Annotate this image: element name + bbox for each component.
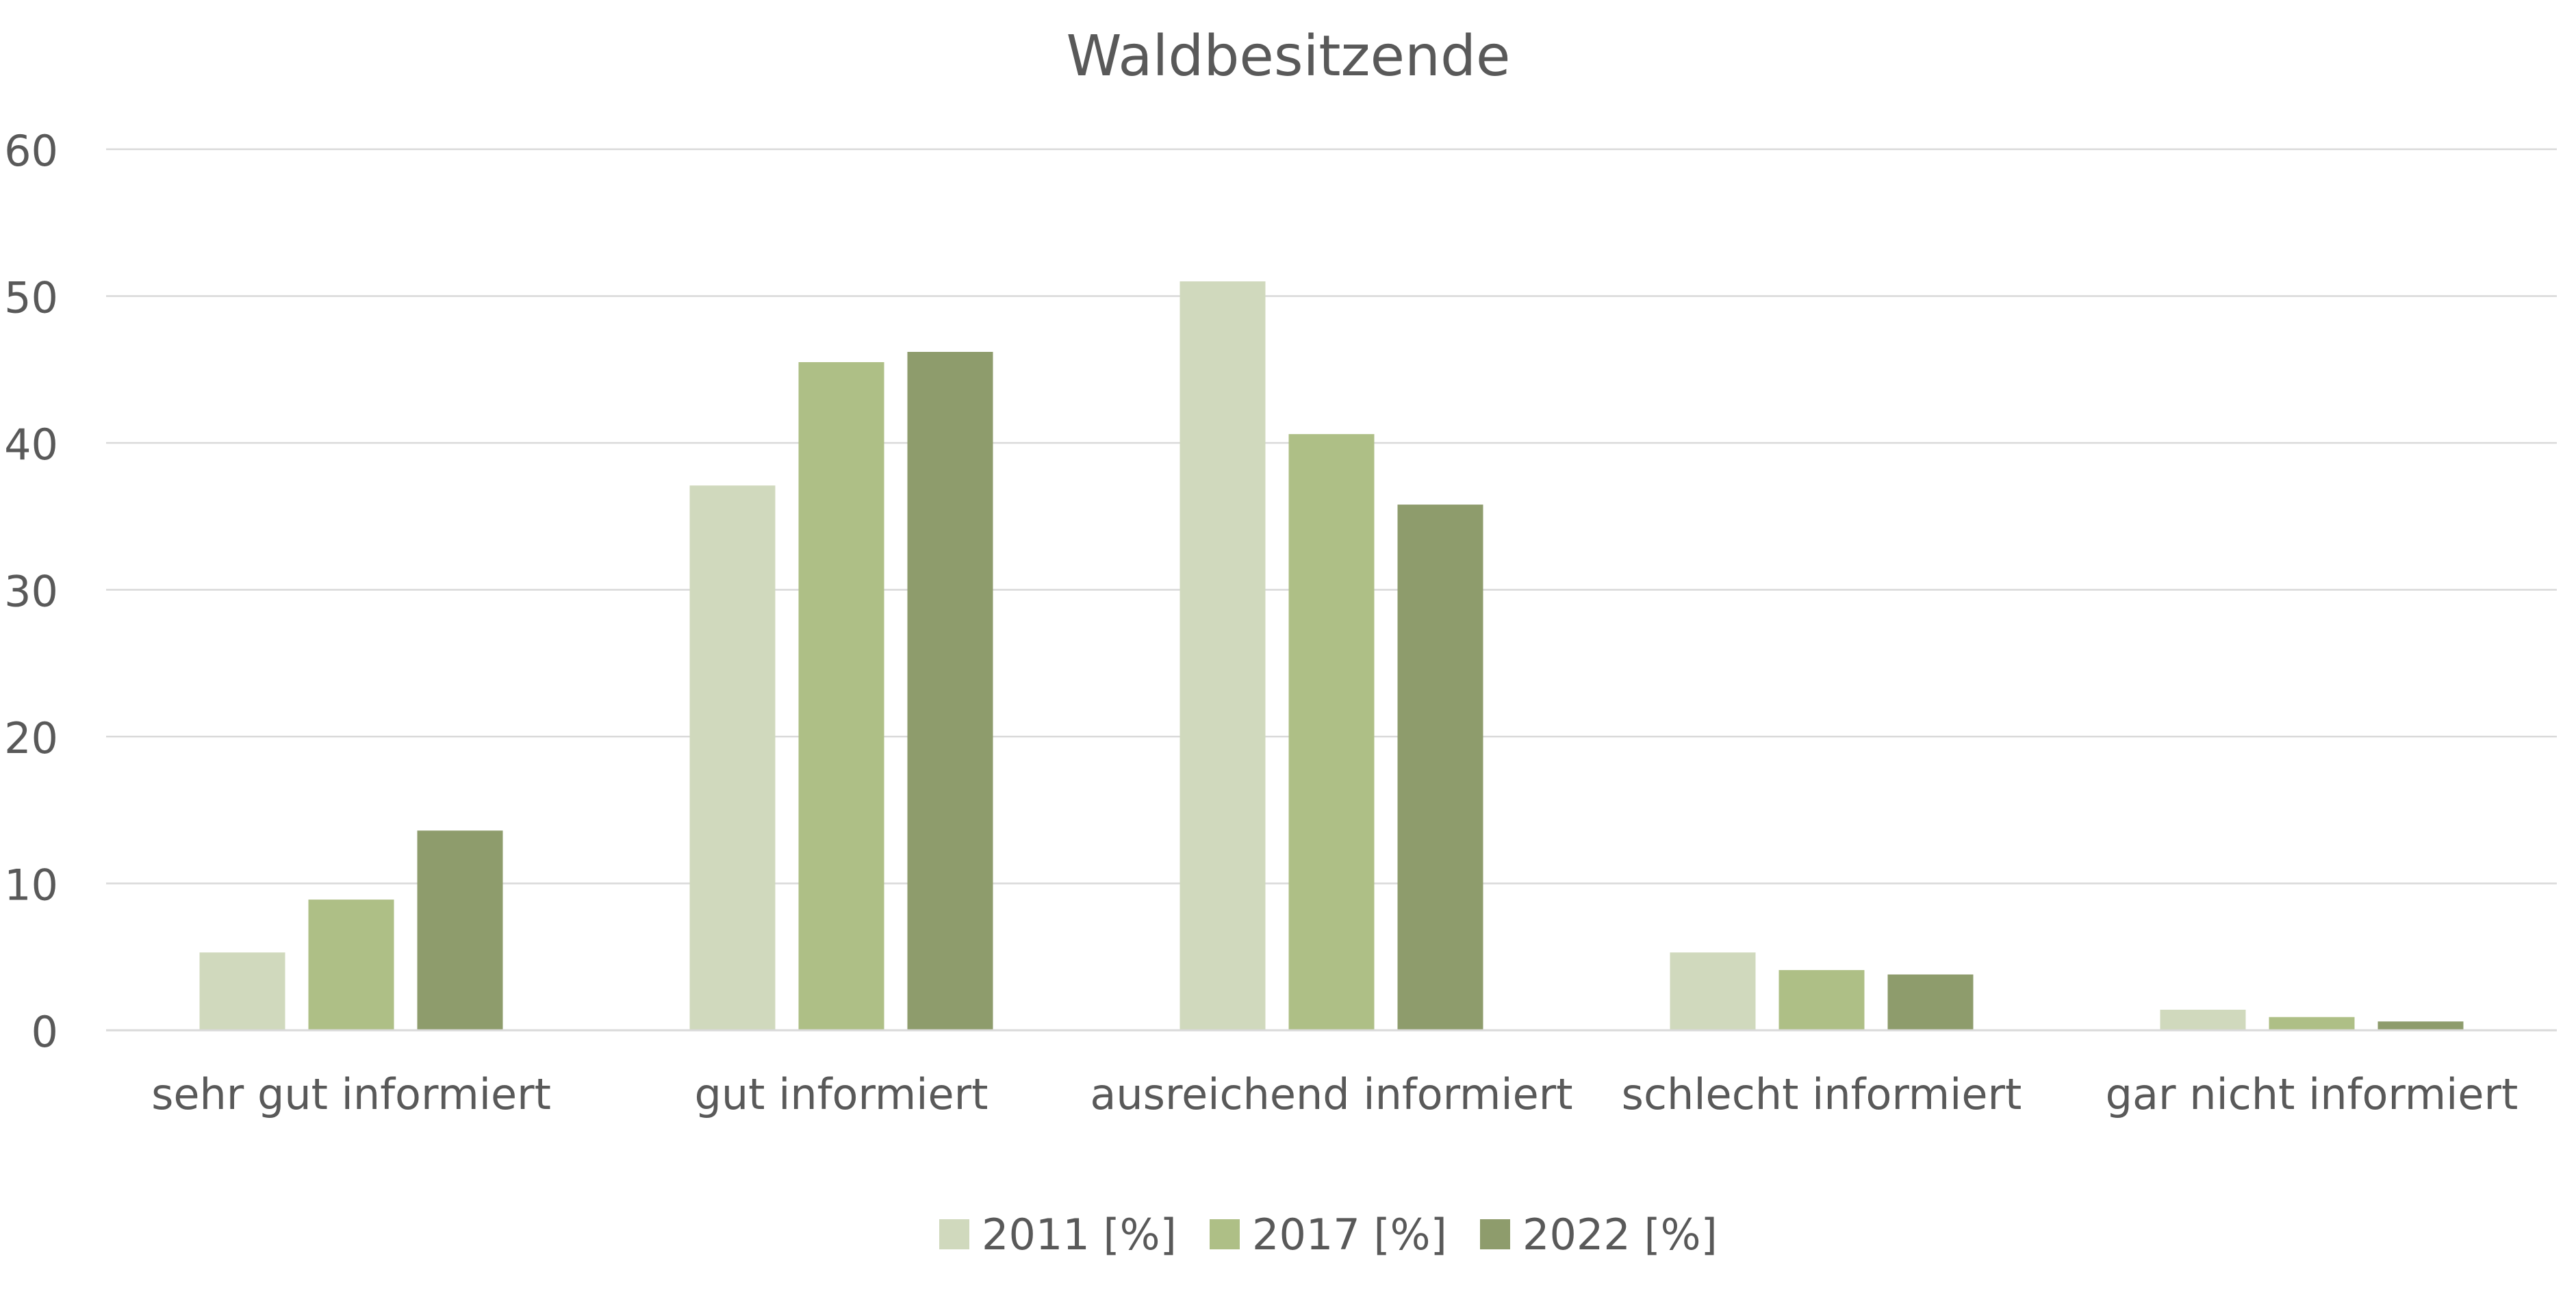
y-axis-tick-labels: 0 10 20 30 40 50 60 <box>4 126 58 1057</box>
bar-2017-2 <box>1288 434 1375 1030</box>
bar-2022-0 <box>417 830 503 1030</box>
y-tick-label: 40 <box>4 420 58 470</box>
x-tick-label: sehr gut informiert <box>151 1069 551 1119</box>
legend-label: 2017 [%] <box>1252 1210 1447 1260</box>
bar-2022-3 <box>1887 974 1974 1030</box>
y-tick-label: 10 <box>4 861 58 910</box>
legend-swatch <box>1210 1219 1240 1249</box>
legend: 2011 [%] 2017 [%] 2022 [%] <box>939 1210 1718 1260</box>
bar-2017-4 <box>2269 1017 2355 1030</box>
y-tick-label: 0 <box>31 1007 58 1057</box>
x-tick-label: schlecht informiert <box>1622 1069 2022 1119</box>
bar-2011-4 <box>2160 1009 2246 1030</box>
x-tick-label: gar nicht informiert <box>2106 1069 2518 1119</box>
bar-2022-1 <box>907 352 993 1030</box>
legend-label: 2022 [%] <box>1522 1210 1718 1260</box>
bar-2017-1 <box>798 362 884 1030</box>
legend-label: 2011 [%] <box>982 1210 1177 1260</box>
y-tick-label: 30 <box>4 567 58 617</box>
y-tick-label: 60 <box>4 126 58 176</box>
chart-title: Waldbesitzende <box>1066 24 1510 89</box>
bars <box>199 281 2464 1030</box>
bar-2011-2 <box>1179 281 1266 1030</box>
x-tick-label: ausreichend informiert <box>1090 1069 1572 1119</box>
bar-2017-0 <box>308 900 394 1030</box>
bar-2011-0 <box>199 952 285 1030</box>
bar-2022-2 <box>1397 505 1483 1030</box>
legend-swatch <box>939 1219 969 1249</box>
y-tick-label: 20 <box>4 713 58 763</box>
y-tick-label: 50 <box>4 273 58 323</box>
x-axis-tick-labels: sehr gut informiert gut informiert ausreic… <box>151 1069 2518 1119</box>
bar-2011-1 <box>689 485 776 1030</box>
x-tick-label: gut informiert <box>695 1069 989 1119</box>
legend-swatch <box>1480 1219 1510 1249</box>
bar-2022-4 <box>2377 1021 2464 1030</box>
bar-2011-3 <box>1670 952 1756 1030</box>
bar-2017-3 <box>1778 970 1865 1030</box>
